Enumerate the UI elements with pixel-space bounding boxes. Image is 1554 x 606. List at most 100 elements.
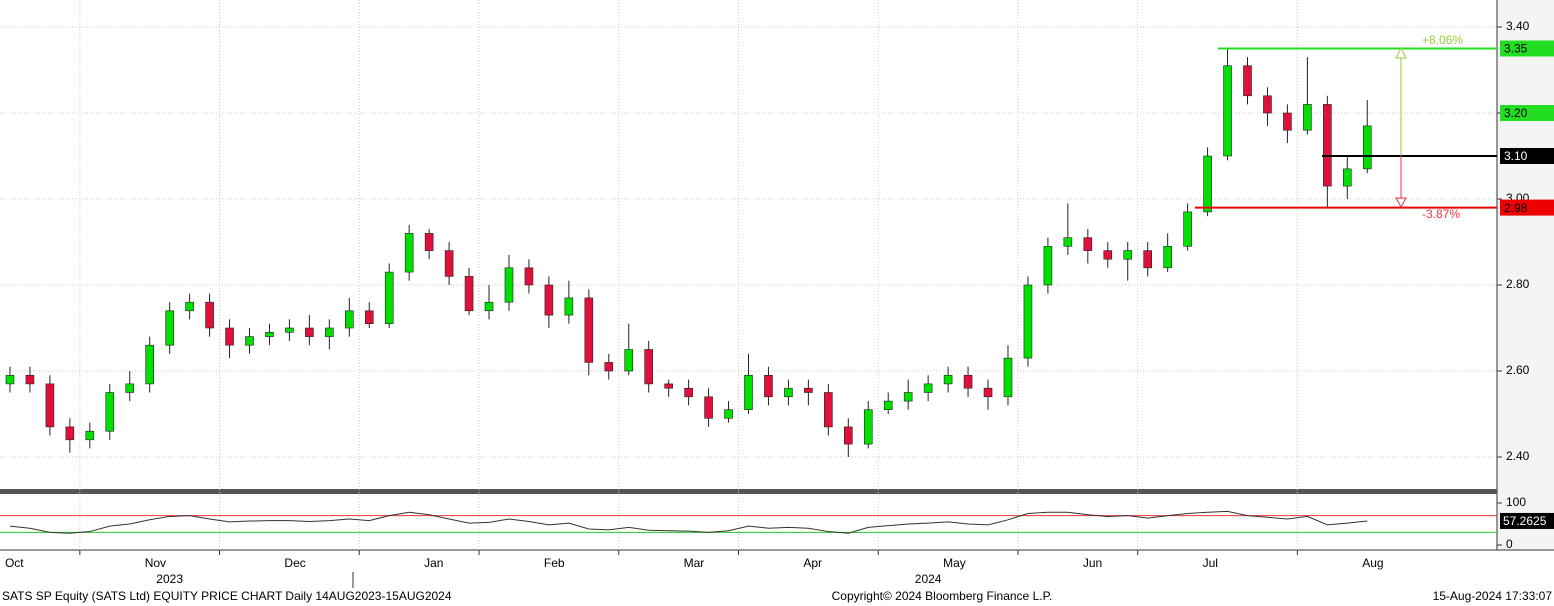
annotation: +8.06% [1422, 33, 1463, 47]
level-tag [1500, 199, 1554, 216]
level-tag [1500, 105, 1554, 121]
candle-body [285, 327, 294, 333]
candle-body [744, 374, 753, 410]
candle-body [883, 400, 893, 411]
y-tick-label: 2.80 [1506, 277, 1530, 291]
candle-body [484, 301, 494, 312]
candle-body [25, 374, 35, 385]
x-tick-label: Mar [684, 556, 705, 570]
candle-body [784, 387, 793, 398]
candle-body [604, 362, 614, 372]
candle-body [1023, 284, 1033, 359]
candle-body [524, 267, 534, 286]
candle-body [1103, 250, 1113, 260]
level-tag [1500, 148, 1554, 164]
candle-body [624, 349, 634, 372]
candle-body [265, 331, 274, 337]
candle-body [1283, 112, 1292, 131]
candle-body [424, 233, 434, 251]
x-tick-label: Feb [544, 556, 565, 570]
candle-body [1063, 237, 1073, 247]
candle-body [1303, 104, 1312, 131]
panel-separator [0, 489, 1497, 494]
candle-body [1183, 211, 1192, 247]
candle-body [704, 396, 713, 419]
footer-left: SATS SP Equity (SATS Ltd) EQUITY PRICE C… [2, 589, 452, 603]
y-tick-label: 3.40 [1506, 19, 1530, 33]
price-axis-area [1497, 0, 1554, 550]
candle-body [863, 409, 873, 445]
candle-body [1163, 246, 1172, 269]
candle-body [724, 409, 733, 419]
candle-body [843, 426, 853, 445]
candle-body [1143, 250, 1152, 269]
year-label: 2023 [156, 572, 183, 586]
annotation: -3.87% [1422, 207, 1460, 221]
candle-body [105, 392, 115, 432]
candle-body [564, 297, 574, 316]
candle-body [1203, 155, 1212, 213]
candle-body [1343, 168, 1352, 187]
rsi-line [9, 510, 1368, 534]
rsi-tag-label: 57.2625 [1503, 514, 1547, 528]
candle-body [125, 383, 135, 393]
range-arrows [1395, 46, 1407, 209]
level-tag-label: 2.98 [1504, 201, 1528, 215]
candle-body [1043, 246, 1053, 286]
rsi-tag [1500, 512, 1554, 529]
candle-body [544, 284, 554, 316]
candle-body [305, 327, 314, 337]
candle-body [185, 301, 194, 312]
candle-body [684, 387, 693, 398]
x-tick-label: Aug [1362, 556, 1383, 570]
candle-body [1362, 125, 1372, 170]
x-tick-label: Dec [284, 556, 305, 570]
candle-body [903, 392, 913, 402]
candle-body [983, 387, 993, 398]
candle-body [963, 374, 973, 389]
level-tag-label: 3.10 [1504, 149, 1528, 163]
candle-body [85, 430, 95, 441]
candle-body [145, 344, 154, 385]
candle-body [464, 276, 474, 312]
candle-body [923, 383, 933, 393]
candle-body [764, 374, 773, 398]
year-label: 2024 [915, 572, 942, 586]
candle-body [205, 301, 214, 329]
rsi-tick-label: 100 [1506, 495, 1526, 509]
x-tick-label: Jan [424, 556, 443, 570]
candle-body [1323, 104, 1332, 187]
candle-body [325, 327, 334, 337]
candle-body [444, 250, 454, 277]
candle-body [644, 349, 654, 385]
y-tick-label: 2.40 [1506, 449, 1530, 463]
x-tick-label: Jun [1083, 556, 1102, 570]
candle-body [943, 374, 953, 385]
candle-body [65, 426, 75, 441]
candle-body [5, 374, 15, 385]
candle-body [245, 336, 254, 346]
x-tick-label: Oct [5, 556, 24, 570]
candle-body [824, 392, 833, 428]
candle-body [664, 383, 673, 389]
candle-body [804, 387, 813, 393]
candle-body [344, 310, 354, 329]
candle-body [165, 310, 174, 346]
candle-body [1243, 65, 1252, 97]
candle-body [504, 267, 514, 303]
level-tag [1500, 40, 1554, 57]
candle-body [364, 310, 374, 324]
x-tick-label: May [943, 556, 966, 570]
candle-body [384, 271, 394, 325]
candle-body [1123, 250, 1133, 260]
x-tick-label: Nov [145, 556, 166, 570]
footer-center: Copyright© 2024 Bloomberg Finance L.P. [832, 589, 1053, 603]
candle-body [584, 297, 594, 363]
candle-body [1083, 237, 1093, 251]
x-tick-label: Apr [803, 556, 822, 570]
y-tick-label: 2.60 [1506, 363, 1530, 377]
candle-body [225, 327, 234, 346]
candle-body [45, 383, 55, 428]
